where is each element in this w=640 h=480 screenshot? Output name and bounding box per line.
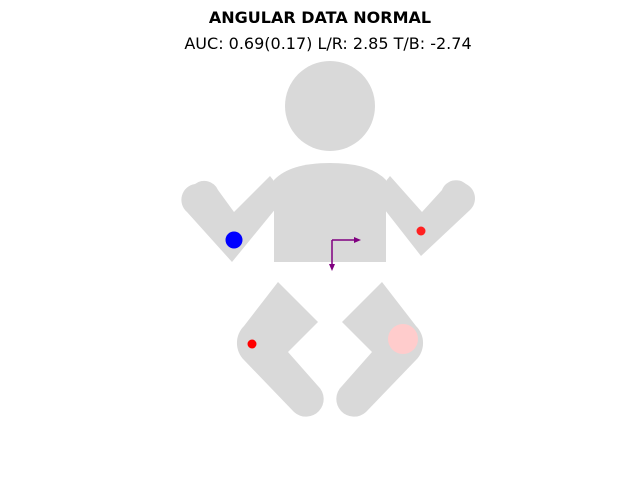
right-arm-shape [374,176,475,256]
marker-left-leg [247,339,257,349]
baby-silhouette [181,61,475,417]
left-leg-shape [236,282,324,417]
marker-left-arm [225,231,243,249]
left-arm-shape [181,176,286,262]
figure-title: ANGULAR DATA NORMAL [208,8,432,27]
torso-shape [274,163,386,262]
right-leg-shape [336,282,424,417]
marker-right-leg [388,324,418,354]
arrow-down-head [329,264,335,271]
direction-arrows [329,237,361,271]
head-shape [285,61,375,151]
figure-subtitle: AUC: 0.69(0.17) L/R: 2.85 T/B: -2.74 [184,34,472,53]
marker-right-arm [416,226,426,236]
arrow-right-head [354,237,361,243]
